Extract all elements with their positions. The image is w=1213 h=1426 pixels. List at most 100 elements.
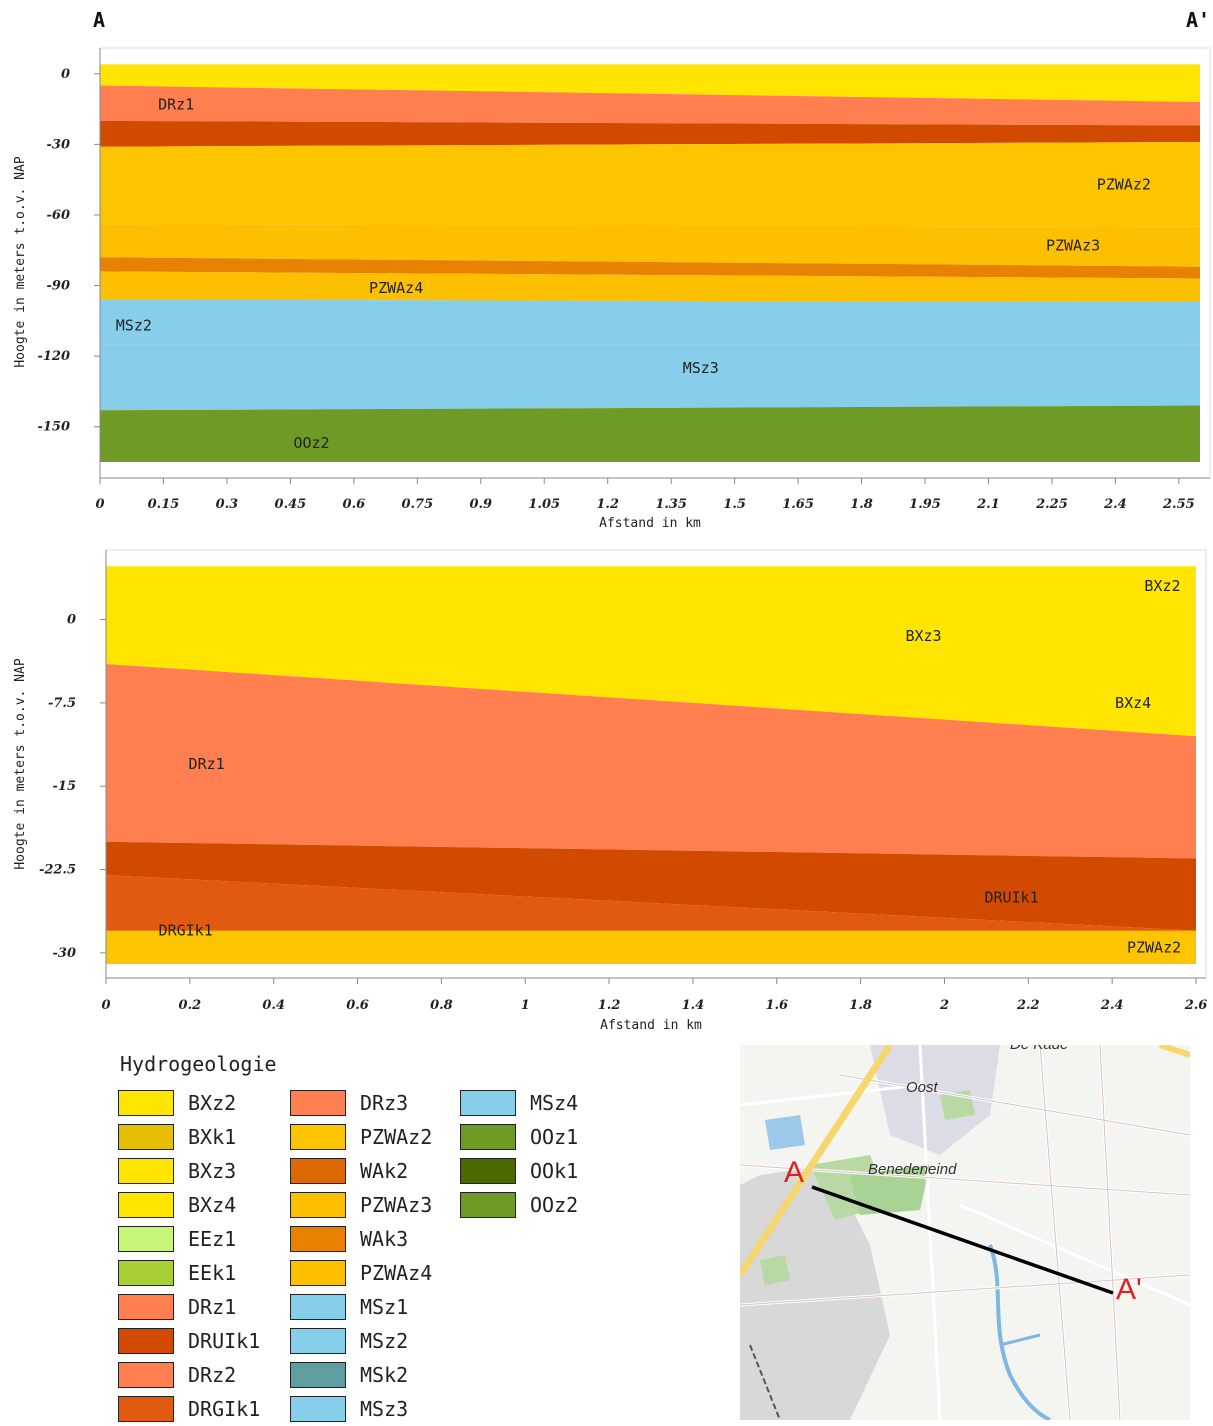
legend-label: WAk3 bbox=[360, 1227, 409, 1251]
legend-swatch bbox=[290, 1396, 346, 1422]
legend-column: BXz2 BXk1 BXz3 BXz4 EEz1 EEk1 DRz1 DRUIk1 DRz2 DR… bbox=[118, 1086, 260, 1426]
legend-item: EEk1 bbox=[118, 1256, 260, 1290]
x-tick-label: 1.05 bbox=[528, 497, 560, 512]
layer-annotation: PZWAz4 bbox=[369, 279, 423, 297]
corner-label-a-prime: A' bbox=[1186, 8, 1210, 32]
legend-swatch bbox=[290, 1294, 346, 1320]
legend-label: PZWAz2 bbox=[360, 1125, 433, 1149]
legend-label: BXk1 bbox=[188, 1125, 237, 1149]
legend-item: DRUIk1 bbox=[118, 1324, 260, 1358]
x-tick-label: 0.75 bbox=[401, 497, 433, 512]
legend-item: MSz3 bbox=[290, 1392, 432, 1426]
y-axis-label: Hoogte in meters t.o.v. NAP bbox=[13, 658, 28, 869]
legend-label: BXz2 bbox=[188, 1091, 237, 1115]
layer-wak3 bbox=[100, 257, 1200, 279]
x-tick-label: 1.2 bbox=[596, 497, 619, 512]
map-label-oost: Oost bbox=[906, 1079, 939, 1096]
legend-item: DRz3 bbox=[290, 1086, 432, 1120]
cross-section-chart-deep: 0 -30 -60 -90 -120 -150 0 0.15 0.3 0.45 0.6 0.75 0.9… bbox=[13, 47, 1211, 531]
x-axis-label: Afstand in km bbox=[599, 516, 701, 531]
legend-item: PZWAz4 bbox=[290, 1256, 432, 1290]
layer-drz1 bbox=[106, 664, 1196, 859]
x-tick-label: 2.4 bbox=[1103, 497, 1127, 512]
legend-item: MSz4 bbox=[460, 1086, 578, 1120]
legend-label: EEz1 bbox=[188, 1227, 237, 1251]
x-tick-label: 0.2 bbox=[179, 998, 202, 1013]
y-tick-label: -15 bbox=[53, 779, 77, 794]
x-tick-label: 2 bbox=[939, 998, 949, 1013]
legend-item: MSk2 bbox=[290, 1358, 432, 1392]
corner-label-a: A bbox=[93, 8, 105, 32]
legend-label: OOz2 bbox=[530, 1193, 579, 1217]
layer-annotation: DRz1 bbox=[158, 95, 194, 113]
layer-annotation: PZWAz2 bbox=[1097, 175, 1151, 193]
legend-swatch bbox=[290, 1328, 346, 1354]
legend-item: OOz2 bbox=[460, 1188, 578, 1222]
x-tick-label: 0 bbox=[95, 497, 104, 512]
map-point-a: A bbox=[784, 1156, 804, 1189]
layer-pzwaz2 bbox=[106, 930, 1196, 964]
legend-label: DRUIk1 bbox=[188, 1329, 261, 1353]
layer-annotation: DRUIk1 bbox=[984, 888, 1038, 906]
legend-swatch bbox=[118, 1226, 174, 1252]
x-tick-label: 2.25 bbox=[1035, 497, 1068, 512]
legend-swatch bbox=[118, 1124, 174, 1150]
cross-section-chart-shallow: 0 -7.5 -15 -22.5 -30 0 0.2 0.4 0.6 0.8 1 1.2 1.4 1.6 1… bbox=[13, 549, 1207, 1033]
legend-item: BXk1 bbox=[118, 1120, 260, 1154]
legend-swatch bbox=[118, 1294, 174, 1320]
legend-swatch bbox=[460, 1158, 516, 1184]
layer-annotation: BXz3 bbox=[905, 627, 941, 645]
legend-label: BXz3 bbox=[188, 1159, 237, 1183]
legend-swatch bbox=[460, 1192, 516, 1218]
x-tick-label: 1.5 bbox=[723, 497, 746, 512]
legend-item: DRGIk1 bbox=[118, 1392, 260, 1426]
x-tick-label: 0.45 bbox=[275, 497, 307, 512]
layer-bxz2 bbox=[106, 566, 1196, 576]
layer-annotation: OOz2 bbox=[293, 434, 329, 452]
legend-swatch bbox=[118, 1260, 174, 1286]
legend-item: PZWAz2 bbox=[290, 1120, 432, 1154]
legend: Hydrogeologie BXz2 BXk1 BXz3 BXz4 EEz1 EEk1 DR… bbox=[118, 1052, 618, 1422]
x-tick-label: 0.4 bbox=[262, 998, 285, 1013]
legend-label: PZWAz4 bbox=[360, 1261, 433, 1285]
legend-label: WAk2 bbox=[360, 1159, 409, 1183]
legend-swatch bbox=[460, 1090, 516, 1116]
legend-swatch bbox=[290, 1192, 346, 1218]
y-tick-label: -120 bbox=[37, 349, 70, 364]
layer-annotation: PZWAz3 bbox=[1046, 237, 1100, 255]
legend-label: OOk1 bbox=[530, 1159, 579, 1183]
y-tick-label: -22.5 bbox=[39, 863, 76, 878]
layer-drz1 bbox=[100, 85, 1200, 126]
x-tick-label: 2.4 bbox=[1100, 998, 1124, 1013]
x-tick-label: 2.1 bbox=[976, 497, 1000, 512]
legend-label: PZWAz3 bbox=[360, 1193, 433, 1217]
y-tick-label: -150 bbox=[37, 420, 70, 435]
y-tick-label: -30 bbox=[47, 137, 71, 152]
legend-label: MSz3 bbox=[360, 1397, 409, 1421]
layer-druik1 bbox=[100, 120, 1200, 147]
legend-item: DRz2 bbox=[118, 1358, 260, 1392]
layer-ooz2 bbox=[100, 405, 1200, 462]
y-tick-label: 0 bbox=[67, 613, 76, 628]
x-tick-label: 0.6 bbox=[346, 998, 369, 1013]
legend-label: EEk1 bbox=[188, 1261, 237, 1285]
legend-item: BXz3 bbox=[118, 1154, 260, 1188]
legend-item: EEz1 bbox=[118, 1222, 260, 1256]
legend-label: MSz4 bbox=[530, 1091, 579, 1115]
y-tick-label: -90 bbox=[47, 279, 71, 294]
x-axis-label: Afstand in km bbox=[600, 1018, 702, 1033]
x-tick-label: 0 bbox=[101, 998, 110, 1013]
y-tick-label: -7.5 bbox=[48, 696, 76, 711]
legend-item: OOk1 bbox=[460, 1154, 578, 1188]
legend-label: DRz3 bbox=[360, 1091, 409, 1115]
legend-label: MSz1 bbox=[360, 1295, 409, 1319]
legend-label: MSz2 bbox=[360, 1329, 409, 1353]
legend-swatch bbox=[460, 1124, 516, 1150]
y-tick-label: -60 bbox=[47, 208, 71, 223]
x-tick-label: 0.3 bbox=[216, 497, 239, 512]
legend-swatch bbox=[290, 1260, 346, 1286]
x-tick-label: 1.35 bbox=[655, 497, 687, 512]
legend-label: DRz1 bbox=[188, 1295, 237, 1319]
layer-pzwaz4 bbox=[100, 271, 1200, 302]
